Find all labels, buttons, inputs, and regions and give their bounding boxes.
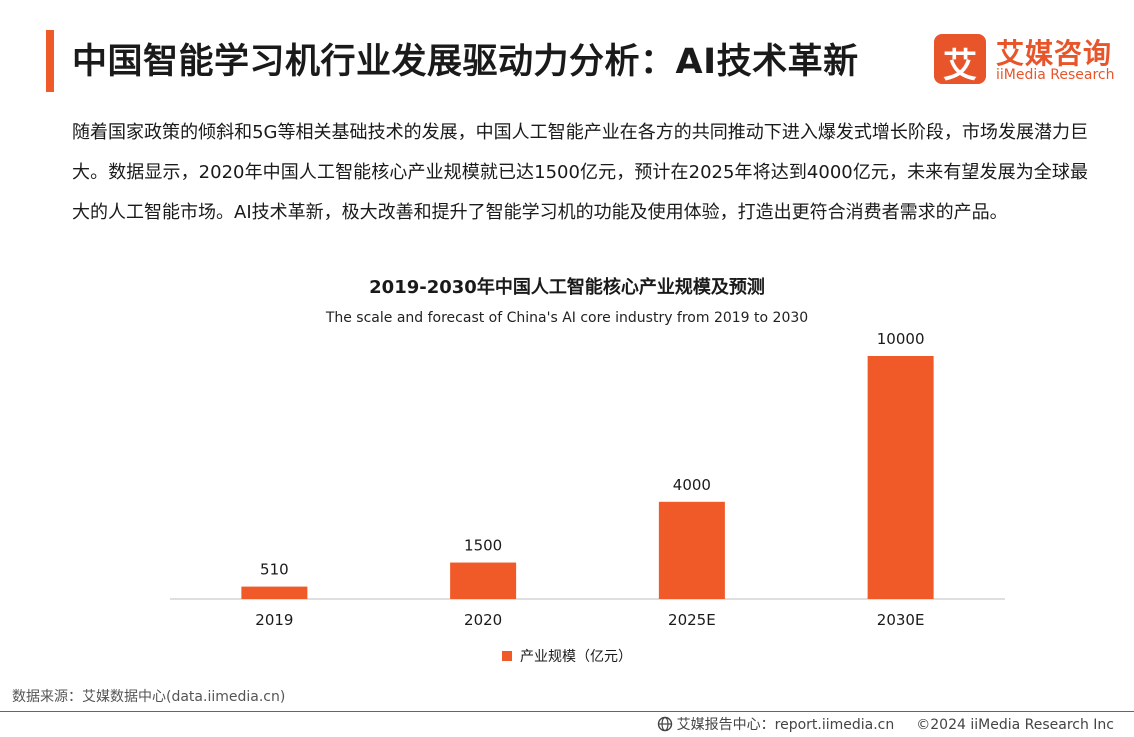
page-title: 中国智能学习机行业发展驱动力分析：AI技术革新: [72, 42, 859, 82]
intro-paragraph: 随着国家政策的倾斜和5G等相关基础技术的发展，中国人工智能产业在各方的共同推动下…: [72, 122, 1088, 223]
chart-subtitle: The scale and forecast of China's AI cor…: [325, 310, 809, 326]
bar-2020: [450, 562, 517, 599]
x-tick-label-2025E: 2025E: [668, 611, 716, 629]
x-tick-label-2030E: 2030E: [877, 611, 925, 629]
footer: 艾媒报告中心：report.iimedia.cn ©2024 iiMedia Re…: [657, 714, 1114, 736]
footer-report-link[interactable]: 艾媒报告中心：report.iimedia.cn: [676, 717, 895, 733]
globe-icon: [657, 716, 673, 736]
logo-name-en: iiMedia Research: [996, 67, 1115, 83]
footer-copyright: ©2024 iiMedia Research Inc: [916, 717, 1114, 733]
logo-mark-glyph: 艾: [943, 46, 977, 86]
logo-name-cn: 艾媒咨询: [996, 37, 1113, 70]
brand-logo: 艾 艾媒咨询 iiMedia Research: [934, 34, 1116, 86]
data-label-2019: 510: [260, 561, 289, 579]
bar-2030E: [867, 356, 934, 599]
bar-2019: [241, 586, 308, 599]
logo-mark-icon: 艾: [934, 34, 986, 86]
data-label-2030E: 10000: [877, 330, 925, 348]
data-label-2020: 1500: [464, 537, 502, 555]
legend-label: 产业规模（亿元）: [520, 649, 632, 665]
legend-swatch: [502, 651, 512, 661]
x-tick-label-2020: 2020: [464, 611, 502, 629]
bar-2025E: [658, 501, 725, 599]
x-tick-label-2019: 2019: [255, 611, 293, 629]
chart-legend: 产业规模（亿元）: [0, 646, 1134, 666]
title-accent-bar: [46, 30, 54, 92]
data-source: 数据来源：艾媒数据中心(data.iimedia.cn): [12, 689, 286, 705]
data-label-2025E: 4000: [673, 476, 711, 494]
chart-title: 2019-2030年中国人工智能核心产业规模及预测: [369, 277, 765, 298]
footer-divider: [0, 711, 1134, 712]
